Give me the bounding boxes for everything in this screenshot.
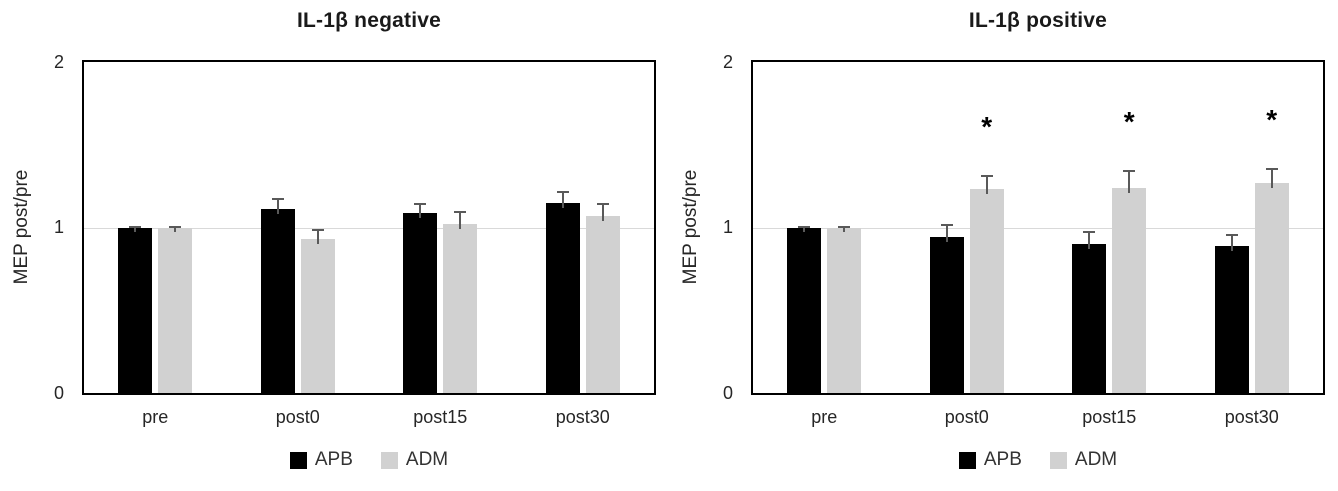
error-bar-adm-post0 bbox=[316, 229, 319, 245]
y-tick-1: 1 bbox=[722, 217, 733, 237]
legend-swatch-apb-icon bbox=[289, 451, 307, 469]
significance-asterisk-post30: * bbox=[1266, 103, 1278, 135]
plot-area: pre post0 post15 post30 bbox=[82, 60, 656, 427]
error-bar-cap-adm-post30 bbox=[1265, 167, 1278, 170]
error-bar-cap-adm-post0 bbox=[980, 174, 993, 177]
panel-il1b-negative: IL-1β negative MEP post/pre 2 1 0 pre pos… bbox=[11, 9, 656, 471]
error-bar-cap-apb-post15 bbox=[414, 202, 427, 205]
error-bar-cap-adm-post0 bbox=[311, 229, 324, 232]
legend-label-apb: APB bbox=[983, 449, 1022, 470]
bar-adm-post15 bbox=[443, 224, 478, 393]
significance-asterisk-post15: * bbox=[1123, 105, 1135, 137]
legend-label-apb: APB bbox=[314, 449, 353, 470]
error-bar-apb-post30 bbox=[1230, 234, 1233, 251]
error-bar-apb-post15 bbox=[419, 202, 422, 218]
y-tick-0: 0 bbox=[722, 383, 733, 403]
bar-adm-pre bbox=[158, 227, 193, 393]
significance-asterisk-post0: * bbox=[981, 110, 993, 142]
error-bar-cap-apb-post0 bbox=[271, 197, 284, 200]
bar-apb-post0 bbox=[929, 237, 964, 393]
x-tick-label-post15: post15 bbox=[413, 407, 468, 427]
bar-apb-post0 bbox=[260, 209, 295, 393]
chart-title: IL-1β positive bbox=[968, 9, 1108, 32]
legend-label-adm: ADM bbox=[405, 449, 449, 470]
error-bar-cap-adm-post15 bbox=[1123, 169, 1136, 172]
error-bar-cap-adm-post15 bbox=[454, 210, 467, 213]
x-tick-label-post0: post0 bbox=[944, 407, 989, 427]
x-tick-label-pre: pre bbox=[811, 407, 838, 427]
legend-swatch-adm-icon bbox=[1049, 451, 1067, 469]
legend-item-adm: ADM bbox=[1049, 449, 1118, 471]
x-tick-label-post30: post30 bbox=[555, 407, 610, 427]
error-bar-cap-apb-post15 bbox=[1083, 230, 1096, 233]
error-bar-apb-post0 bbox=[945, 224, 948, 243]
error-bar-cap-adm-pre bbox=[169, 225, 182, 228]
error-bar-cap-adm-post30 bbox=[596, 202, 609, 205]
x-tick-label-post15: post15 bbox=[1082, 407, 1137, 427]
error-bar-adm-post15 bbox=[459, 210, 462, 230]
legend-label-adm: ADM bbox=[1074, 449, 1118, 470]
legend: APB ADM bbox=[753, 449, 1323, 471]
error-bar-cap-adm-pre bbox=[838, 225, 851, 228]
error-bar-adm-post30 bbox=[601, 202, 604, 221]
error-bar-cap-apb-post30 bbox=[1225, 234, 1238, 237]
error-bar-apb-post15 bbox=[1088, 230, 1091, 250]
error-bar-adm-post30 bbox=[1270, 167, 1273, 188]
error-bar-apb-pre bbox=[803, 225, 806, 233]
error-bar-adm-pre bbox=[174, 225, 177, 233]
y-tick-2: 2 bbox=[722, 52, 733, 72]
legend-swatch-adm-icon bbox=[380, 451, 398, 469]
legend: APB ADM bbox=[84, 449, 654, 471]
error-bar-adm-pre bbox=[843, 225, 846, 233]
legend-item-apb: APB bbox=[958, 449, 1022, 471]
x-tick-label-post30: post30 bbox=[1224, 407, 1279, 427]
bar-adm-pre bbox=[827, 227, 862, 393]
error-bar-apb-pre bbox=[134, 225, 137, 233]
y-tick-1: 1 bbox=[53, 217, 64, 237]
error-bar-cap-apb-post30 bbox=[556, 191, 569, 194]
error-bar-cap-apb-pre bbox=[129, 225, 142, 228]
bar-apb-post30 bbox=[545, 202, 580, 393]
y-tick-0: 0 bbox=[53, 383, 64, 403]
plot-area: pre post0 * post15 * post30 * bbox=[751, 60, 1325, 427]
legend-item-apb: APB bbox=[289, 449, 353, 471]
x-tick-label-pre: pre bbox=[142, 407, 169, 427]
bar-adm-post30 bbox=[585, 215, 620, 393]
error-bar-apb-post0 bbox=[276, 197, 279, 215]
bar-apb-post15 bbox=[1072, 244, 1107, 393]
gridline-y1 bbox=[753, 227, 1323, 229]
bar-adm-post0 bbox=[300, 239, 335, 393]
legend-swatch-apb-icon bbox=[958, 451, 976, 469]
bar-apb-post30 bbox=[1214, 245, 1249, 393]
bar-apb-pre bbox=[787, 227, 822, 393]
x-tick-label-post0: post0 bbox=[275, 407, 320, 427]
error-bar-adm-post15 bbox=[1128, 169, 1131, 193]
legend-item-adm: ADM bbox=[380, 449, 449, 471]
error-bar-cap-apb-pre bbox=[798, 225, 811, 228]
error-bar-cap-apb-post0 bbox=[940, 224, 953, 227]
error-bar-apb-post30 bbox=[561, 191, 564, 208]
error-bar-adm-post0 bbox=[985, 174, 988, 195]
gridline-y1 bbox=[84, 227, 654, 229]
bar-apb-post15 bbox=[403, 212, 438, 393]
bar-adm-post30 bbox=[1254, 182, 1289, 393]
y-tick-2: 2 bbox=[53, 52, 64, 72]
bar-adm-post0 bbox=[969, 189, 1004, 393]
chart-title: IL-1β negative bbox=[297, 9, 441, 32]
panel-il1b-positive: IL-1β positive MEP post/pre 2 1 0 pre pos… bbox=[669, 0, 1338, 491]
bar-apb-pre bbox=[118, 227, 153, 393]
bar-adm-post15 bbox=[1112, 187, 1147, 393]
